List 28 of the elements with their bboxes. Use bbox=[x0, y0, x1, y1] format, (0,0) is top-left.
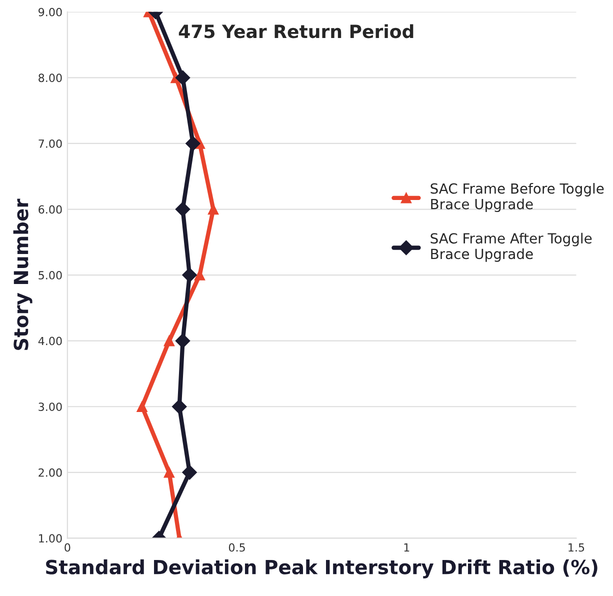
y-tick-label: 6.00 bbox=[38, 205, 62, 214]
y-tick-label: 5.00 bbox=[38, 271, 62, 280]
x-tick-label: 1.5 bbox=[568, 543, 584, 552]
x-tick-label: 0 bbox=[64, 543, 70, 552]
y-tick-label: 3.00 bbox=[38, 402, 62, 411]
y-tick-label: 7.00 bbox=[38, 139, 62, 148]
point bbox=[164, 335, 175, 346]
point bbox=[136, 401, 148, 412]
point bbox=[172, 399, 187, 414]
y-tick-label: 9.00 bbox=[38, 8, 62, 16]
point bbox=[182, 268, 197, 282]
y-axis-title: Story Number bbox=[13, 198, 32, 350]
point bbox=[175, 333, 190, 348]
y-tick-label: 4.00 bbox=[38, 336, 62, 346]
x-axis-title: Standard Deviation Peak Interstory Drift Ratio (%) bbox=[46, 559, 598, 578]
y-tick-label: 2.00 bbox=[38, 468, 62, 477]
legend-label: SAC Frame Before Toggle Brace Upgrade bbox=[430, 183, 604, 212]
point bbox=[182, 465, 197, 480]
y-tick-label: 1.00 bbox=[39, 534, 62, 543]
point bbox=[175, 70, 190, 86]
point bbox=[186, 136, 200, 151]
x-tick-label: 1 bbox=[404, 543, 410, 552]
point bbox=[175, 202, 190, 217]
text: 475 Year Return Period bbox=[178, 24, 414, 38]
y-tick-label: 8.00 bbox=[38, 74, 62, 82]
point bbox=[164, 467, 175, 478]
x-tick-label: 0.5 bbox=[228, 543, 245, 552]
legend-label: SAC Frame After Toggle Brace Upgrade bbox=[430, 232, 592, 262]
